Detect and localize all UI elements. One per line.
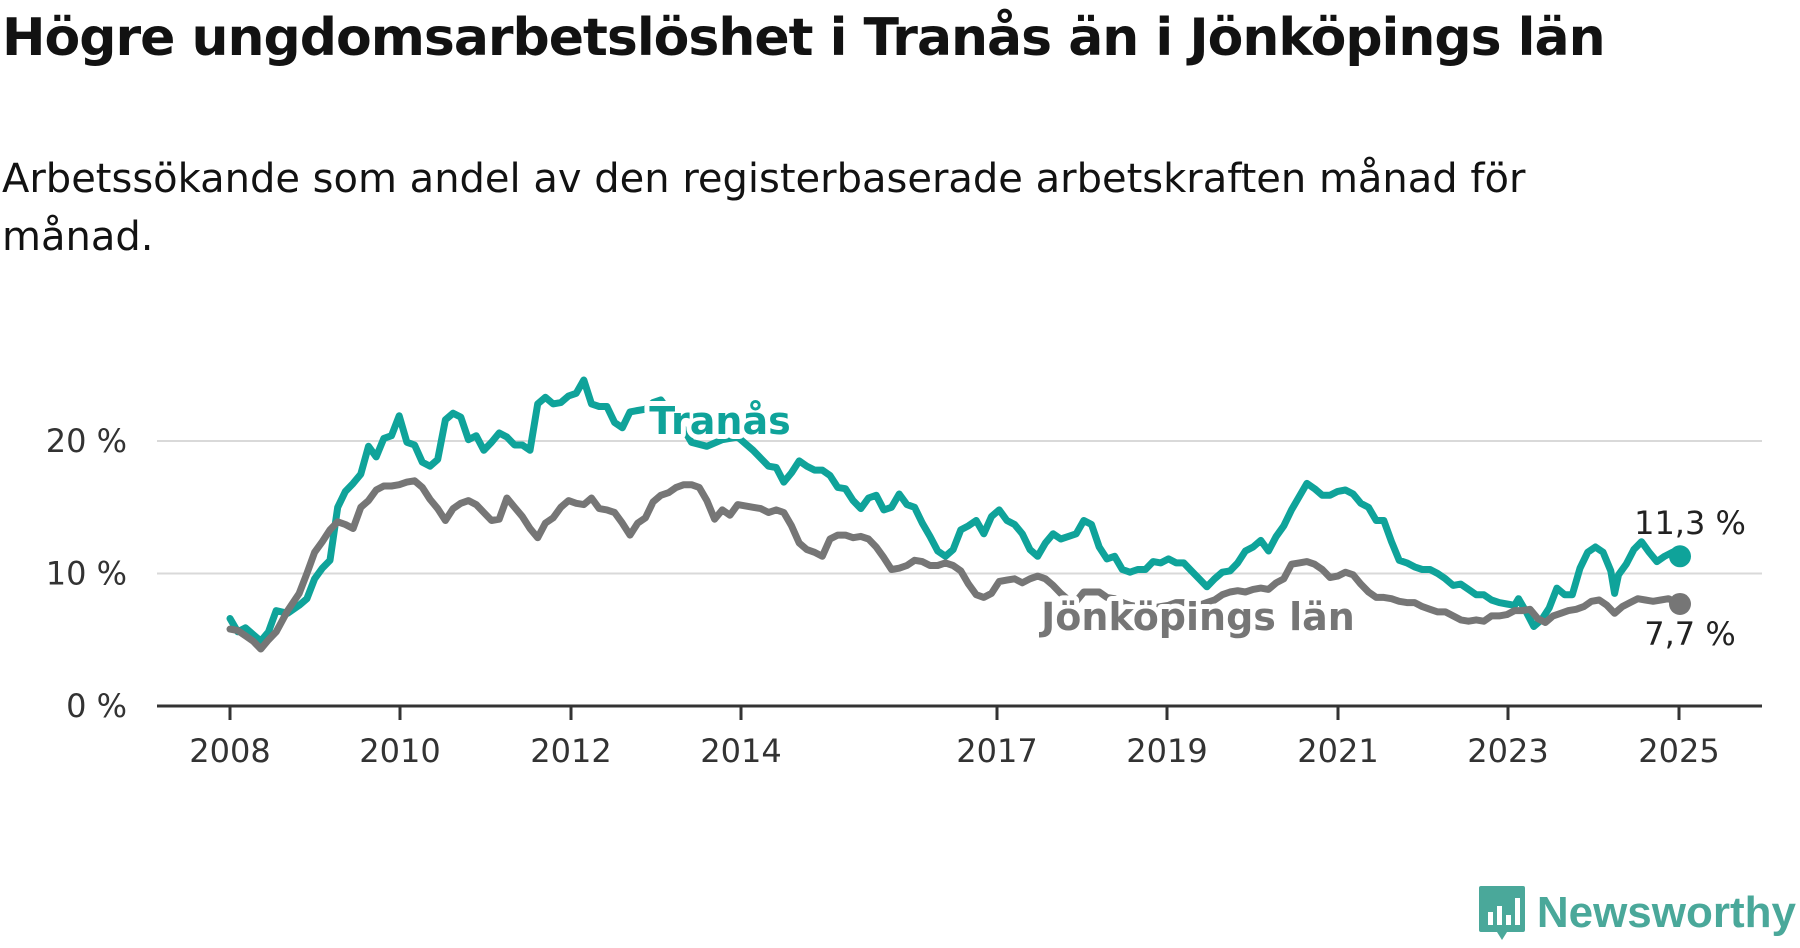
y-tick-label: 0 %	[66, 687, 127, 725]
x-tick-label: 2025	[1638, 732, 1719, 770]
y-tick-label: 20 %	[46, 422, 127, 460]
x-tick-label: 2012	[530, 732, 611, 770]
x-tick-label: 2019	[1126, 732, 1207, 770]
brand-name: Newsworthy	[1536, 888, 1796, 937]
x-tick-label: 2014	[700, 732, 781, 770]
series-end-point	[1669, 592, 1691, 615]
chart-subtitle: Arbetssökande som andel av den registerb…	[2, 156, 1526, 260]
series-line-jonkopings-lan	[226, 477, 1684, 653]
end-value-label: 11,3 %	[1634, 504, 1746, 542]
series-label: Jönköpings län	[1038, 595, 1355, 639]
gridlines	[157, 440, 1762, 575]
x-tick-label: 2021	[1297, 732, 1378, 770]
series-layer	[226, 376, 1691, 653]
x-tick-label: 2023	[1467, 732, 1548, 770]
x-tick-label: 2017	[956, 732, 1037, 770]
series-label-halo: Jönköpings län	[1038, 595, 1355, 639]
newsworthy-logo: Newsworthy	[1477, 878, 1796, 948]
series-line-tranas	[226, 376, 1684, 645]
series-label: Tranås	[649, 399, 790, 443]
x-tick-label: 2008	[189, 732, 270, 770]
x-tick-label: 2010	[359, 732, 440, 770]
chart-title: Högre ungdomsarbetslöshet i Tranås än i …	[2, 8, 1606, 68]
bar-chart-logo-icon	[1478, 886, 1525, 940]
end-value-label: 7,7 %	[1644, 615, 1735, 653]
y-tick-label: 10 %	[46, 555, 127, 593]
x-axis: 2008 2010 2012 2014 2017 2019 2021 2023 2025	[157, 704, 1762, 770]
series-end-point	[1669, 545, 1691, 568]
y-axis: 0 % 10 % 20 %	[46, 422, 127, 725]
series-label-halo: Tranås	[649, 399, 790, 443]
